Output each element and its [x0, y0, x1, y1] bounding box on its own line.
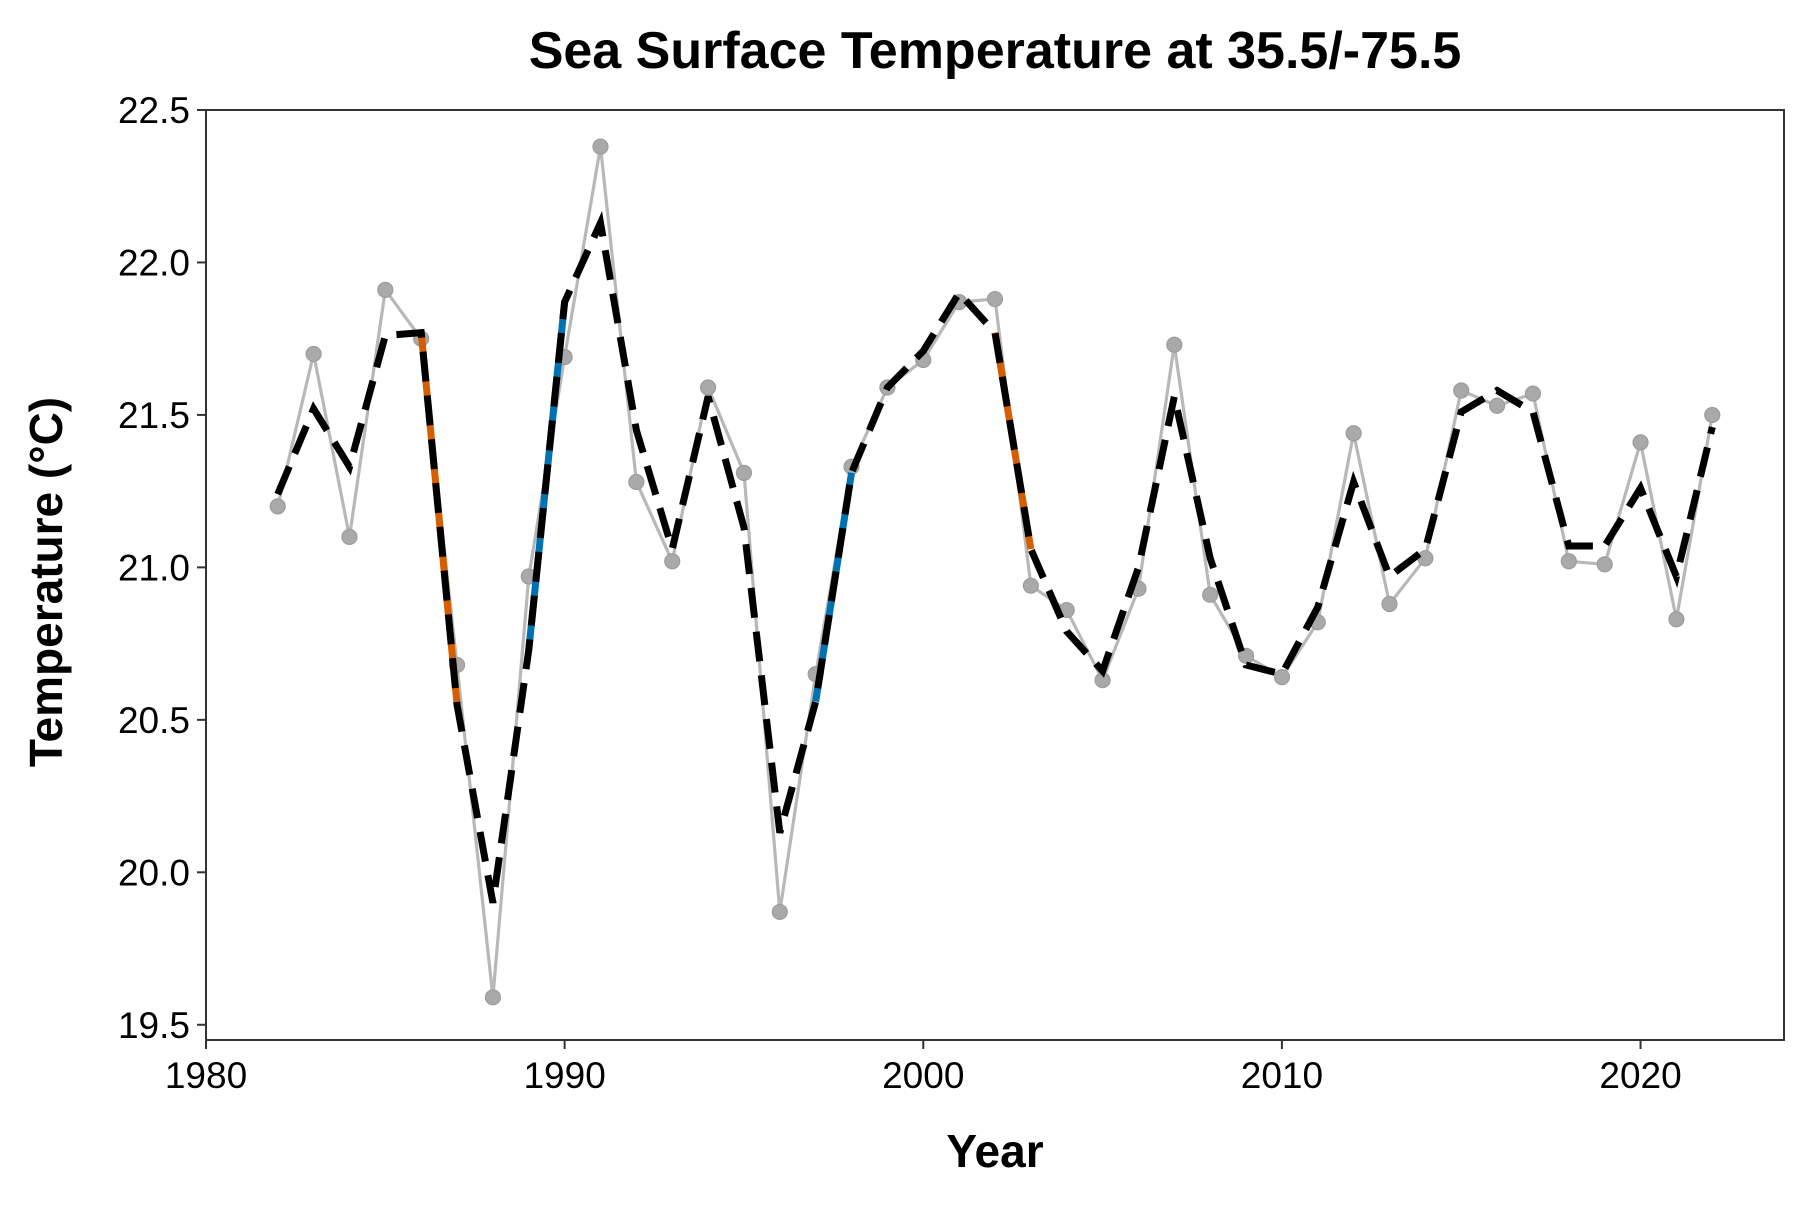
y-tick-label: 22.5 [118, 90, 190, 131]
observed-point [1632, 434, 1649, 451]
observed-point [592, 138, 609, 155]
observed-point [1273, 669, 1291, 686]
observed-point [377, 281, 394, 299]
observed-point [986, 290, 1004, 308]
observed-point [1417, 550, 1434, 567]
observed-point [305, 345, 322, 363]
x-axis: 1980 1990 2000 2010 2020 [165, 1040, 1682, 1096]
smoothed-series [274, 210, 1716, 904]
observed-point [269, 498, 286, 515]
observed-line [276, 145, 1714, 999]
x-axis-title: Year [946, 1125, 1043, 1177]
observed-point [1668, 611, 1685, 628]
decline-segment [417, 332, 461, 705]
x-tick-label: 2000 [882, 1055, 964, 1096]
observed-point [1524, 385, 1542, 402]
observed-point [664, 553, 681, 570]
x-tick-label: 2020 [1599, 1055, 1681, 1096]
observed-point [1345, 425, 1362, 442]
observed-point [699, 379, 717, 396]
y-axis-title: Temperature (°C) [20, 397, 72, 767]
y-tick-label: 20.0 [118, 852, 190, 893]
observed-point [484, 989, 502, 1006]
observed-point [1202, 586, 1219, 603]
observed-point [1488, 397, 1506, 414]
observed-point [628, 473, 645, 491]
plot-panel [205, 109, 1785, 1041]
y-tick-label: 22.0 [118, 242, 190, 283]
observed-point [1381, 595, 1398, 613]
observed-series [269, 138, 1721, 1006]
observed-point [1166, 336, 1183, 353]
observed-point [1453, 382, 1470, 399]
observed-point [1237, 647, 1255, 664]
x-tick-label: 1980 [165, 1055, 247, 1096]
x-tick-label: 1990 [523, 1055, 605, 1096]
observed-point [735, 464, 753, 481]
y-tick-label: 21.0 [118, 547, 190, 588]
trend-highlights [417, 301, 1035, 705]
y-tick-label: 19.5 [118, 1005, 190, 1046]
observed-point [341, 528, 358, 545]
observed-point [1704, 406, 1721, 424]
y-axis: 19.5 20.0 20.5 21.0 21.5 22.0 22.5 [118, 90, 206, 1046]
observed-point [1560, 553, 1577, 570]
observed-point [771, 903, 788, 921]
observed-point [1596, 556, 1613, 573]
chart-title: Sea Surface Temperature at 35.5/-75.5 [529, 22, 1462, 80]
smoothed-line [274, 210, 1716, 904]
observed-point [1022, 577, 1039, 594]
y-tick-label: 20.5 [118, 700, 190, 741]
x-tick-label: 2010 [1241, 1055, 1323, 1096]
y-tick-label: 21.5 [118, 395, 190, 436]
